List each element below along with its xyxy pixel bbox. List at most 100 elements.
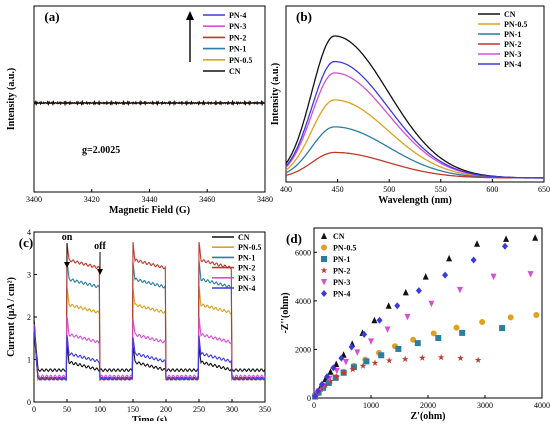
data-point (333, 373, 341, 380)
x-tick-label: 2000 (420, 401, 436, 410)
data-point (385, 302, 392, 309)
x-tick-label: 3420 (84, 195, 100, 204)
data-point (470, 256, 477, 264)
y-tick-label: 6000 (295, 248, 311, 257)
y-axis-label: Intensity (a.u.) (6, 68, 17, 131)
x-tick-label: 0 (312, 401, 316, 410)
legend-label: PN-0.5 (229, 56, 252, 65)
data-point (318, 380, 325, 388)
legend-label: PN-2 (333, 267, 350, 276)
annotation-on: on (62, 232, 73, 243)
data-point (385, 357, 393, 364)
data-point (330, 364, 337, 372)
data-point (419, 354, 426, 361)
x-tick-label: 550 (435, 185, 447, 194)
legend-label: CN (504, 10, 516, 19)
y-tick-label: 0 (307, 394, 311, 403)
x-axis-label: Magnetic Field (G) (109, 205, 190, 216)
x-tick-label: 450 (332, 185, 344, 194)
data-point (321, 232, 327, 239)
data-point (422, 273, 429, 280)
data-point (435, 335, 442, 342)
x-tick-label: 300 (226, 405, 238, 414)
data-point (348, 343, 355, 351)
arrow-head (186, 11, 194, 20)
x-tick-label: 4000 (534, 401, 550, 410)
data-point (327, 368, 334, 375)
data-point (333, 367, 340, 375)
y-tick-label: 1 (27, 356, 31, 365)
data-point (459, 329, 466, 336)
data-point (428, 300, 435, 308)
y-tick-label: 4 (27, 228, 31, 237)
data-point (361, 330, 368, 338)
data-point (359, 362, 367, 369)
data-point (479, 318, 486, 325)
panel-a: 3400 3420 3440 3460 3480 Magnetic Field (G) In… (6, 5, 273, 216)
x-tick-label: 500 (383, 185, 395, 194)
data-point (320, 267, 328, 274)
data-point (312, 392, 319, 400)
data-point (368, 338, 374, 345)
data-point (321, 244, 327, 251)
legend-label: PN-1 (238, 253, 255, 262)
data-point (501, 242, 508, 250)
data-point (394, 302, 401, 310)
series-line (285, 60, 544, 179)
x-tick-label: 0 (32, 405, 36, 414)
plot-frame (285, 5, 545, 183)
legend-label: PN-3 (333, 278, 350, 287)
panel-label: (b) (296, 9, 312, 24)
x-axis-label: Time (s) (132, 415, 167, 421)
x-tick-label: 3400 (26, 195, 42, 204)
x-tick-label: 650 (538, 185, 550, 194)
panel-label: (c) (19, 235, 33, 250)
y-tick-label: 2000 (295, 345, 311, 354)
data-point (410, 336, 417, 343)
y-tick-label: 4000 (295, 297, 311, 306)
data-point (474, 356, 482, 363)
x-tick-label: 150 (127, 405, 139, 414)
legend-label: PN-2 (229, 33, 246, 42)
y-axis-label: -Z''(ohm) (280, 292, 291, 333)
data-point (457, 354, 464, 361)
data-point (363, 358, 370, 365)
data-point (430, 330, 437, 337)
annotation: g=2.0025 (82, 145, 120, 156)
data-point (474, 240, 481, 247)
x-tick-label: 250 (193, 405, 205, 414)
x-axis-label: Z'(ohm) (411, 411, 446, 421)
x-tick-label: 600 (486, 185, 498, 194)
y-axis-label: Intensity (a.u.) (270, 63, 281, 126)
arrow-head (97, 269, 103, 275)
panel-b: 400 450 500 550 600 650 Wavelength (nm) Intensi… (270, 5, 550, 206)
data-point (340, 369, 348, 376)
y-tick-label: 0 (27, 398, 31, 407)
data-point (327, 377, 334, 384)
x-tick-label: 50 (63, 405, 71, 414)
data-point (321, 256, 327, 262)
series-line (33, 285, 266, 382)
data-point (532, 234, 539, 241)
x-tick-label: 100 (94, 405, 106, 414)
plot-frame (313, 227, 543, 399)
data-point (446, 254, 453, 262)
data-point (437, 353, 445, 361)
legend-label: PN-4 (229, 11, 246, 20)
data-point (414, 340, 421, 347)
legend-label: PN-1 (229, 45, 246, 54)
panel-c: 0 50 100 150 200 250 300 350 Time (s) Current (μA… (6, 228, 271, 426)
series-line (33, 326, 266, 381)
data-point (378, 352, 385, 359)
annotation-off: off (94, 241, 106, 252)
x-axis-label: Wavelength (nm) (378, 195, 452, 206)
legend-label: PN-4 (333, 290, 350, 299)
data-point (499, 325, 506, 332)
x-tick-label: 1000 (363, 401, 379, 410)
data-point (321, 279, 327, 286)
data-point (490, 273, 497, 281)
legend-label: PN-2 (504, 40, 521, 49)
data-point (401, 355, 409, 362)
legend-label: PN-1 (504, 30, 521, 39)
